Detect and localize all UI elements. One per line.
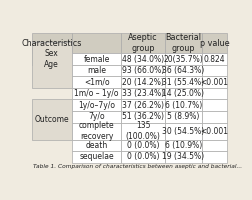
Bar bbox=[32, 42, 72, 65]
Text: Sex: Sex bbox=[45, 49, 58, 58]
Bar bbox=[72, 65, 121, 76]
Text: Aseptic
group: Aseptic group bbox=[128, 33, 158, 53]
Bar bbox=[72, 99, 121, 111]
Bar bbox=[165, 76, 202, 88]
Bar bbox=[121, 111, 165, 123]
Bar bbox=[121, 123, 165, 140]
Text: Table 1. Comparison of characteristics between aseptic and bacterial...: Table 1. Comparison of characteristics b… bbox=[33, 164, 242, 169]
Bar bbox=[72, 53, 121, 65]
Text: Characteristics: Characteristics bbox=[21, 39, 82, 48]
Bar bbox=[121, 151, 165, 163]
Text: Age: Age bbox=[44, 60, 59, 69]
Bar bbox=[165, 53, 202, 65]
Text: female: female bbox=[83, 55, 110, 64]
Text: 0 (0.0%): 0 (0.0%) bbox=[127, 141, 159, 150]
Bar bbox=[165, 65, 202, 76]
Bar bbox=[165, 99, 202, 111]
Bar bbox=[32, 42, 72, 88]
Text: 14 (25.0%): 14 (25.0%) bbox=[162, 89, 204, 98]
Text: 33 (23.4%): 33 (23.4%) bbox=[122, 89, 164, 98]
Bar bbox=[165, 151, 202, 163]
Bar bbox=[202, 123, 227, 140]
Text: <0.001: <0.001 bbox=[200, 78, 228, 87]
Bar bbox=[121, 76, 165, 88]
Bar bbox=[202, 111, 227, 123]
Text: 36 (64.3%): 36 (64.3%) bbox=[162, 66, 205, 75]
Text: death: death bbox=[85, 141, 108, 150]
Text: complete
recovery: complete recovery bbox=[79, 121, 114, 141]
Bar bbox=[165, 33, 202, 53]
Text: 0.824: 0.824 bbox=[204, 55, 225, 64]
Bar bbox=[121, 53, 165, 65]
Bar bbox=[72, 140, 121, 151]
Bar bbox=[202, 140, 227, 151]
Text: 6 (10.9%): 6 (10.9%) bbox=[165, 141, 202, 150]
Bar bbox=[72, 88, 121, 99]
Text: 1y/o–7y/o: 1y/o–7y/o bbox=[78, 101, 115, 110]
Text: 51 (36.2%): 51 (36.2%) bbox=[122, 112, 164, 121]
Bar bbox=[32, 33, 72, 53]
Bar bbox=[202, 88, 227, 99]
Bar bbox=[32, 99, 72, 140]
Bar bbox=[202, 33, 227, 53]
Bar bbox=[202, 99, 227, 111]
Bar bbox=[72, 111, 121, 123]
Text: 5 (8.9%): 5 (8.9%) bbox=[167, 112, 200, 121]
Text: 48 (34.0%): 48 (34.0%) bbox=[122, 55, 164, 64]
Bar bbox=[121, 99, 165, 111]
Bar bbox=[165, 123, 202, 140]
Bar bbox=[121, 65, 165, 76]
Bar bbox=[165, 88, 202, 99]
Bar bbox=[202, 151, 227, 163]
Text: <0.001: <0.001 bbox=[200, 127, 228, 136]
Text: 19 (34.5%): 19 (34.5%) bbox=[162, 152, 204, 161]
Text: 7y/o: 7y/o bbox=[88, 112, 105, 121]
Bar bbox=[72, 151, 121, 163]
Bar bbox=[121, 140, 165, 151]
Bar bbox=[202, 53, 227, 65]
Text: 30 (54.5%): 30 (54.5%) bbox=[162, 127, 205, 136]
Text: 135
(100.0%): 135 (100.0%) bbox=[126, 121, 161, 141]
Text: 31 (55.4%): 31 (55.4%) bbox=[162, 78, 204, 87]
Text: male: male bbox=[87, 66, 106, 75]
Bar bbox=[72, 76, 121, 88]
Text: Outcome: Outcome bbox=[34, 115, 69, 124]
Bar bbox=[165, 111, 202, 123]
Bar bbox=[121, 33, 165, 53]
Text: 1m/o – 1y/o: 1m/o – 1y/o bbox=[74, 89, 119, 98]
Text: 37 (26.2%): 37 (26.2%) bbox=[122, 101, 164, 110]
Bar bbox=[72, 123, 121, 140]
Bar bbox=[72, 33, 121, 53]
Text: Bacterial
group: Bacterial group bbox=[165, 33, 201, 53]
Text: sequelae: sequelae bbox=[79, 152, 114, 161]
Bar bbox=[165, 140, 202, 151]
Text: <1m/o: <1m/o bbox=[84, 78, 109, 87]
Text: 0 (0.0%): 0 (0.0%) bbox=[127, 152, 159, 161]
Bar bbox=[202, 76, 227, 88]
Text: 20(35.7%): 20(35.7%) bbox=[164, 55, 203, 64]
Text: 6 (10.7%): 6 (10.7%) bbox=[165, 101, 202, 110]
Bar bbox=[121, 88, 165, 99]
Text: 93 (66.0%): 93 (66.0%) bbox=[122, 66, 164, 75]
Text: 20 (14.2%): 20 (14.2%) bbox=[122, 78, 164, 87]
Text: p value: p value bbox=[200, 39, 229, 48]
Bar bbox=[202, 65, 227, 76]
